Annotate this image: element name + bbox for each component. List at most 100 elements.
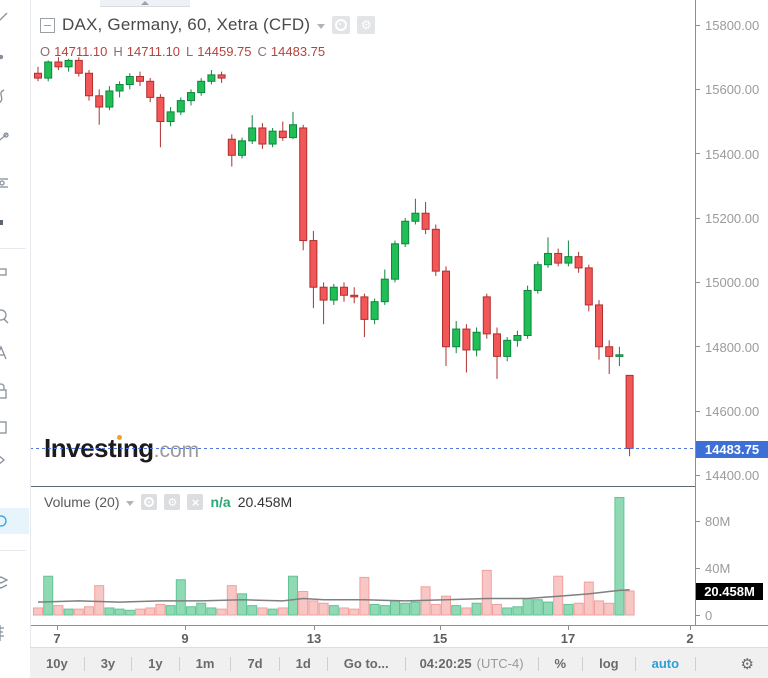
volume-bar [624, 590, 635, 616]
goto-button[interactable]: Go to... [343, 656, 389, 671]
sidebar-tool-cursor-icon[interactable] [0, 6, 29, 32]
price-tick-label: 15800.00 [705, 18, 760, 33]
candle-body [452, 328, 461, 348]
ohlc-value: 14459.75 [197, 44, 252, 59]
candle-body [166, 111, 175, 123]
collapse-panel-icon[interactable] [40, 17, 55, 33]
ohlc-value: 14483.75 [270, 44, 326, 59]
candle-body [421, 212, 430, 230]
price-tick [696, 217, 700, 219]
sidebar-tool-chevron-icon[interactable] [0, 446, 29, 472]
candle-body [115, 84, 124, 92]
volume-close-button[interactable]: × [187, 494, 204, 510]
volume-bar [206, 607, 217, 616]
candle-body [319, 286, 328, 301]
time-axis[interactable]: 7 9 13 15 17 2 [30, 625, 768, 648]
sidebar-tool-dot-tool-icon[interactable] [0, 44, 29, 70]
sidebar-tool-text-tool-icon[interactable] [0, 340, 29, 366]
sidebar-tool-pattern-icon[interactable] [0, 210, 29, 236]
volume-bar [53, 605, 64, 616]
sidebar-tool-fib-retracement-icon[interactable] [0, 170, 29, 196]
sidebar-tool-flag-icon[interactable] [0, 262, 29, 288]
range-button-7d[interactable]: 7d [247, 656, 263, 671]
sidebar-tool-layers-icon[interactable] [0, 570, 29, 596]
time-tick [690, 626, 691, 630]
candle-body [289, 124, 297, 139]
scroll-up-icon[interactable] [141, 1, 149, 5]
chevron-down-icon[interactable] [126, 501, 135, 506]
eraser-icon [0, 421, 7, 434]
volume-bar [257, 607, 268, 616]
volume-visibility-button[interactable] [141, 494, 158, 510]
toolbar-settings-gear-icon[interactable]: ⚙ [740, 654, 754, 673]
candle-body [564, 256, 573, 264]
candle-body [380, 278, 389, 303]
candle-body [401, 220, 410, 245]
trendline-icon [0, 132, 9, 141]
cursor-icon [0, 12, 8, 21]
sidebar-tool-active-tool-icon[interactable] [0, 508, 29, 534]
fib-retracement-icon [0, 178, 8, 188]
sidebar-tool-zoom-icon[interactable] [0, 303, 29, 329]
clock[interactable]: 04:20:25 (UTC-4) [406, 656, 538, 671]
price-tick-label: 15200.00 [705, 211, 760, 227]
toolbar-separator [326, 656, 328, 671]
price-tick-label: 15400.00 [705, 146, 760, 162]
range-button-1d[interactable]: 1d [295, 656, 311, 671]
candle-body [350, 294, 359, 298]
active-tool-icon [0, 515, 7, 527]
range-button-10y[interactable]: 10y [46, 656, 68, 671]
volume-bar [145, 607, 156, 616]
range-button-3y[interactable]: 3y [100, 656, 116, 671]
volume-bar [492, 603, 502, 616]
volume-bar [114, 608, 125, 616]
candle-body [472, 331, 481, 351]
volume-last-label: 20.458M [696, 582, 763, 600]
candle-body [64, 59, 73, 68]
range-button-1m[interactable]: 1m [195, 656, 215, 671]
volume-bar [532, 599, 543, 616]
volume-tick-label: 0 [705, 608, 713, 623]
chart-canvas[interactable] [30, 0, 695, 625]
sidebar-tool-lock-icon[interactable] [0, 378, 29, 404]
volume-bar [461, 607, 472, 616]
indicator-visibility-button[interactable] [332, 16, 351, 34]
candle-body [238, 140, 246, 156]
price-axis[interactable]: 15800.00 15600.00 15400.00 15200.00 15000.00… [695, 0, 768, 625]
candle-body [503, 339, 512, 357]
brand-i: ı [116, 433, 123, 463]
brand-tld: .com [153, 439, 200, 462]
candle-body [462, 328, 471, 351]
chevron-down-icon[interactable] [317, 24, 326, 29]
candle-body [187, 92, 195, 102]
candle-body [605, 346, 614, 357]
candle-body [74, 59, 83, 74]
volume-bar [573, 602, 584, 616]
candle-body [34, 72, 42, 79]
price-tick [696, 346, 700, 348]
time-tick-label: 7 [53, 631, 61, 646]
sidebar-divider [0, 550, 26, 551]
candle-body [625, 374, 634, 450]
volume-current-value: 20.458M [237, 494, 293, 510]
sidebar-tool-ruler-icon[interactable] [0, 620, 29, 646]
clock-timezone: (UTC-4) [476, 656, 524, 671]
volume-settings-button[interactable]: ⚙ [164, 494, 181, 510]
chart-settings-button[interactable]: ⚙ [357, 16, 376, 34]
toolbar-separator [634, 656, 636, 671]
percent-scale-button[interactable]: % [554, 656, 567, 671]
auto-scale-button[interactable]: auto [651, 656, 680, 671]
ohlc-value: 14711.10 [126, 44, 181, 59]
pane-divider[interactable] [30, 486, 768, 487]
range-button-1y[interactable]: 1y [148, 656, 163, 671]
brand-dot [117, 435, 123, 440]
volume-bar [390, 600, 400, 616]
sidebar-tool-brush-icon[interactable] [0, 84, 29, 110]
candle-body [411, 212, 420, 222]
sidebar-tool-trendline-icon[interactable] [0, 126, 29, 152]
volume-bar [33, 607, 43, 616]
log-scale-button[interactable]: log [599, 656, 619, 671]
volume-bar [543, 601, 553, 616]
ruler-icon [0, 625, 4, 641]
sidebar-tool-eraser-icon[interactable] [0, 414, 29, 440]
